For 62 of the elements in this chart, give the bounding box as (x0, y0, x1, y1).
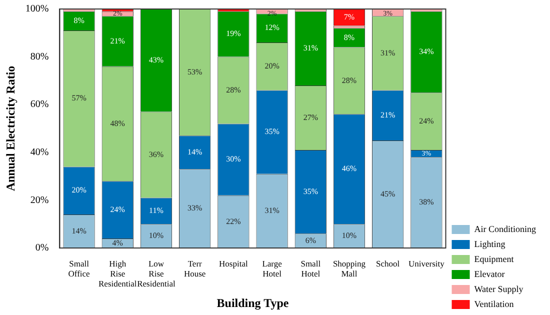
data-label: 57% (72, 94, 87, 103)
data-label: 46% (342, 164, 357, 174)
x-tick-label: Shopping Mall (332, 258, 366, 279)
x-tick-label: Small Hotel (300, 258, 322, 279)
legend-label: Air Conditioning (474, 224, 536, 234)
y-tick-label: 100% (25, 4, 49, 15)
data-label: 21% (110, 36, 126, 46)
data-label: 4% (112, 238, 124, 248)
data-label: 35% (303, 186, 318, 196)
x-tick-label: University (408, 258, 446, 268)
data-label: 53% (188, 67, 202, 76)
data-label: 11% (149, 206, 164, 216)
data-label: 36% (148, 150, 164, 159)
data-label: 20% (72, 186, 87, 195)
legend-label: Lighting (474, 238, 506, 249)
data-label: 14% (188, 147, 202, 156)
x-tick-label: High Rise Residential (98, 258, 138, 289)
data-label: 7% (344, 12, 355, 22)
data-label: 14% (72, 226, 87, 236)
data-label: 35% (264, 127, 280, 136)
x-tick-label: School (376, 258, 400, 268)
data-label: 24% (419, 116, 434, 126)
data-label: 12% (264, 23, 280, 32)
data-label: 27% (303, 112, 318, 122)
y-tick-label: 20% (30, 194, 49, 206)
legend-label: Water Supply (474, 284, 524, 294)
data-label: 20% (264, 61, 280, 70)
data-label: 19% (226, 29, 242, 38)
data-label: 48% (110, 118, 126, 128)
x-tick-label: Small Office (68, 258, 90, 279)
data-label: 43% (148, 55, 164, 64)
data-label: 28% (342, 76, 357, 85)
data-label: 10% (342, 231, 357, 240)
x-tick-label: Hospital (219, 258, 248, 268)
legend-label: Equipment (474, 254, 514, 264)
data-label: 31% (303, 44, 318, 53)
x-tick-label: Large Hotel (262, 258, 282, 279)
data-label: 45% (380, 189, 396, 198)
data-label: 38% (419, 198, 434, 207)
data-label: 22% (226, 216, 242, 226)
data-label: 28% (226, 85, 242, 94)
legend-label: Elevator (474, 268, 505, 279)
x-tick-label: Terr House (184, 258, 206, 279)
data-label: 31% (380, 48, 396, 58)
y-tick-label: 40% (30, 147, 49, 158)
data-label: 31% (264, 206, 280, 216)
y-tick-label: 60% (30, 99, 49, 110)
data-label: 21% (380, 110, 396, 120)
data-label: 8% (74, 16, 85, 26)
data-label: 33% (188, 204, 202, 213)
y-axis-title: Annual Electricity Ratio (3, 66, 18, 192)
x-axis-title: Building Type (216, 296, 290, 310)
data-label: 34% (419, 47, 434, 56)
data-label: 30% (226, 154, 242, 164)
x-tick-label: Low Rise Residential (137, 258, 176, 289)
data-label: 24% (110, 204, 126, 214)
legend-label: Ventilation (474, 298, 514, 309)
data-label: 6% (305, 236, 316, 245)
data-label: 8% (344, 32, 355, 42)
y-tick-label: 0% (35, 242, 49, 254)
y-tick-label: 80% (30, 51, 49, 62)
data-label: 10% (148, 231, 164, 240)
